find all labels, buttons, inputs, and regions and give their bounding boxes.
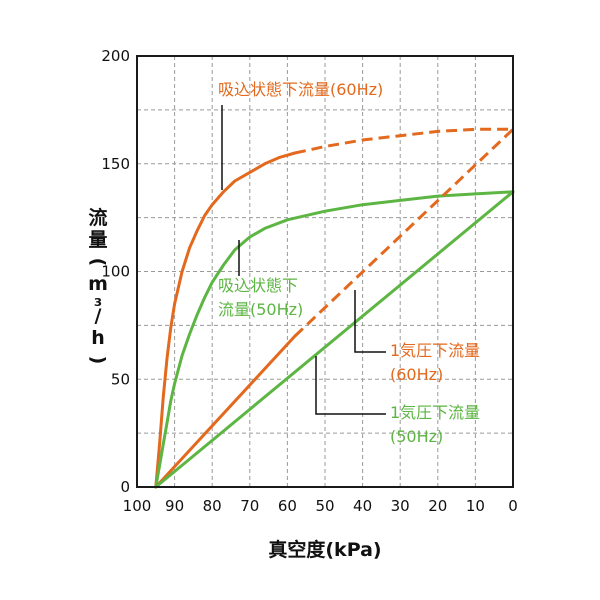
grid-lines [137,56,513,487]
x-tick-label: 90 [165,497,184,515]
annotation-leader [315,356,386,415]
annotation-label: (60Hz) [390,365,443,384]
y-tick-label: 200 [101,47,130,65]
series-line [293,128,515,338]
plot-frame [136,55,514,488]
y-tick-label: 150 [101,155,130,173]
x-tick-label: 10 [466,497,485,515]
y-axis-title: 流量 ( m³/h) [87,206,109,364]
series-lines [154,127,515,489]
x-tick-label: 60 [278,497,297,515]
y-axis-title-char: ( [87,258,109,267]
annotation-label: 1気圧下流量 [390,341,480,360]
x-tick-label: 30 [391,497,410,515]
x-tick-label: 100 [123,497,152,515]
annotation-label: (50Hz) [390,427,443,446]
y-tick-label: 50 [111,370,130,388]
series-line [154,190,515,489]
annotation-label: 吸込状態下流量(60Hz) [218,80,383,99]
x-tick-label: 70 [240,497,259,515]
annotation-label: 流量(50Hz) [218,300,303,319]
annotation-label: 吸込状態下 [218,276,298,295]
series-line [154,151,297,489]
y-tick-label: 0 [120,478,130,496]
y-axis-title-char: 流 [88,206,107,229]
series-line [294,127,513,155]
y-axis-title-char: m [88,273,108,295]
annotation-label: 1気圧下流量 [390,403,480,422]
x-tick-label: 40 [353,497,372,515]
x-tick-label: 20 [428,497,447,515]
y-axis-title-char: / [95,305,102,327]
y-tick-labels: 0 50 100 150 200 [101,47,130,496]
y-axis-title-char: 量 [88,229,107,251]
annotations: 吸込状態下流量(60Hz) 吸込状態下流量(50Hz) 1気圧下流量 (60Hz) 1気… [218,80,480,446]
y-axis-title-char: h [91,327,105,349]
y-axis-title-char: ³ [94,295,102,317]
x-axis-title: 真空度(kPa) [268,538,381,561]
y-axis-title-char: ) [87,356,109,365]
x-tick-label: 50 [315,497,334,515]
annotation-leader [354,290,386,353]
x-tick-labels: 100 90 80 70 60 50 40 30 20 10 0 [123,497,518,515]
x-tick-label: 80 [203,497,222,515]
x-tick-label: 0 [508,497,518,515]
series-line [154,334,297,489]
series-line [154,190,515,489]
y-tick-label: 100 [101,263,130,281]
